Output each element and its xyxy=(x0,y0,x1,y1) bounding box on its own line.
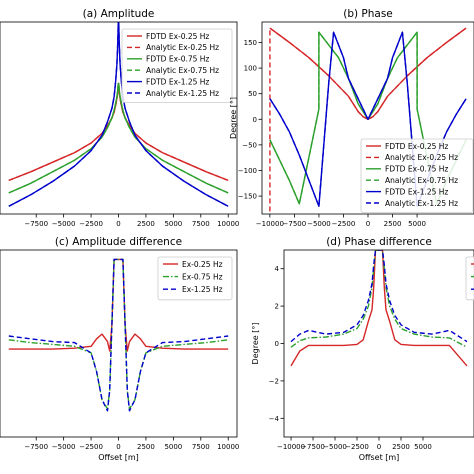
x-tick-label: −10000 xyxy=(256,220,284,228)
x-tick-label: 2500 xyxy=(137,443,155,451)
y-tick-label: 100 xyxy=(244,65,257,73)
y-tick-label: −50 xyxy=(242,141,257,149)
legend-label: Ex-0.75 Hz xyxy=(182,272,223,281)
legend-label: FDTD Ex-0.25 Hz xyxy=(385,142,448,151)
x-tick-label: 2500 xyxy=(137,220,155,228)
y-tick-label: −150 xyxy=(238,193,257,201)
series-line xyxy=(290,250,468,343)
chart-panel-1: (a) Amplitude −7500 −5000 −2500 0 2500 5000 750… xyxy=(0,8,239,228)
x-tick-label: 10000 xyxy=(217,443,239,451)
legend-box xyxy=(121,28,233,103)
y-tick-label: −4 xyxy=(269,415,280,423)
x-tick-label: −5000 xyxy=(52,220,76,228)
y-axis-label: Degree [°] xyxy=(251,323,260,365)
legend-label: Analytic Ex-1.25 Hz xyxy=(385,199,458,208)
legend: Ex-0.25 Hz Ex-0.75 Hz Ex-1.25 Hz xyxy=(157,256,233,301)
chart-title: (b) Phase xyxy=(343,8,393,20)
x-axis-label: Offset [m] xyxy=(359,453,400,462)
series-line xyxy=(269,27,467,121)
y-tick-label: 2 xyxy=(275,303,279,311)
legend-label: FDTD Ex-1.25 Hz xyxy=(146,77,209,86)
x-tick-label: 2500 xyxy=(392,443,410,451)
series-line xyxy=(290,250,468,367)
legend-label: FDTD Ex-0.75 Hz xyxy=(146,55,209,64)
x-tick-label: −7500 xyxy=(24,220,48,228)
x-tick-label: 5000 xyxy=(414,443,432,451)
x-tick-label: 7500 xyxy=(192,443,210,451)
series-line xyxy=(8,258,229,410)
legend: FDTD Ex-0.25 Hz Analytic Ex-0.25 Hz FDTD E… xyxy=(360,138,474,213)
y-tick-label: 0 xyxy=(275,340,279,348)
x-tick-label: −2500 xyxy=(332,220,356,228)
x-tick-label: −2500 xyxy=(79,443,103,451)
legend-label: Analytic Ex-0.75 Hz xyxy=(385,176,458,185)
legend-label: Ex-1.25 Hz xyxy=(182,285,223,294)
series-group xyxy=(8,258,229,412)
chart-panel-3: (c) Amplitude difference −7500 −5000 −2500 0… xyxy=(0,236,239,462)
x-tick-label: 0 xyxy=(377,443,381,451)
x-tick-label: −2500 xyxy=(79,220,103,228)
legend-label: Analytic Ex-0.25 Hz xyxy=(385,153,458,162)
chart-panel-4: (d) Phase difference−10000−7500−5000−250… xyxy=(251,236,474,462)
legend-label: FDTD Ex-0.75 Hz xyxy=(385,165,448,174)
y-tick-label: 0 xyxy=(253,116,257,124)
legend-box xyxy=(157,256,233,301)
chart-panel-2: (b) Phase −10000−7500 −5000 −2500 0 2500 5000 −… xyxy=(229,8,474,228)
y-tick-label: −100 xyxy=(238,167,257,175)
x-tick-label: −5000 xyxy=(52,443,76,451)
x-tick-label: −7500 xyxy=(283,220,307,228)
legend-label: FDTD Ex-0.25 Hz xyxy=(146,32,209,41)
y-tick-label: 4 xyxy=(275,265,280,273)
x-tick-label: 0 xyxy=(366,220,370,228)
y-axis-label: Degree [°] xyxy=(229,97,238,139)
legend-label: FDTD Ex-1.25 Hz xyxy=(385,187,448,196)
chart-title: (d) Phase difference xyxy=(326,236,432,248)
x-tick-label: 5000 xyxy=(164,220,182,228)
x-tick-label: 7500 xyxy=(192,220,210,228)
legend-label: Ex-0.25 Hz xyxy=(182,260,223,269)
chart-title: (a) Amplitude xyxy=(83,8,155,20)
legend: FDTD Ex-0.25 Hz Analytic Ex-0.25 Hz FDTD E… xyxy=(121,28,233,103)
x-tick-label: 2500 xyxy=(384,220,402,228)
series-line xyxy=(269,27,467,212)
series-line xyxy=(8,22,229,207)
x-tick-label: −7500 xyxy=(301,443,325,451)
legend-box xyxy=(360,138,474,213)
x-tick-label: 10000 xyxy=(217,220,239,228)
legend-label: Analytic Ex-1.25 Hz xyxy=(146,89,219,98)
x-tick-label: −5000 xyxy=(307,220,331,228)
series-line xyxy=(290,250,468,348)
x-tick-label: 0 xyxy=(116,443,120,451)
x-tick-label: −5000 xyxy=(323,443,347,451)
x-tick-label: 5000 xyxy=(408,220,426,228)
y-tick-label: 50 xyxy=(248,90,257,98)
series-group xyxy=(8,22,229,207)
series-line xyxy=(8,82,229,182)
legend-label: Analytic Ex-0.75 Hz xyxy=(146,66,219,75)
chart-title: (c) Amplitude difference xyxy=(55,236,182,248)
axes-frame xyxy=(283,249,474,438)
x-tick-label: 0 xyxy=(116,220,120,228)
x-tick-label: −2500 xyxy=(345,443,369,451)
series-line xyxy=(8,82,229,194)
x-tick-label: 5000 xyxy=(164,443,182,451)
y-tick-label: 150 xyxy=(244,39,257,47)
x-axis-label: Offset [m] xyxy=(98,453,139,462)
y-tick-label: −2 xyxy=(269,377,279,385)
series-group xyxy=(290,250,468,367)
x-tick-label: −7500 xyxy=(24,443,48,451)
legend-label: Analytic Ex-0.25 Hz xyxy=(146,43,219,52)
x-tick-label: −10000 xyxy=(277,443,305,451)
